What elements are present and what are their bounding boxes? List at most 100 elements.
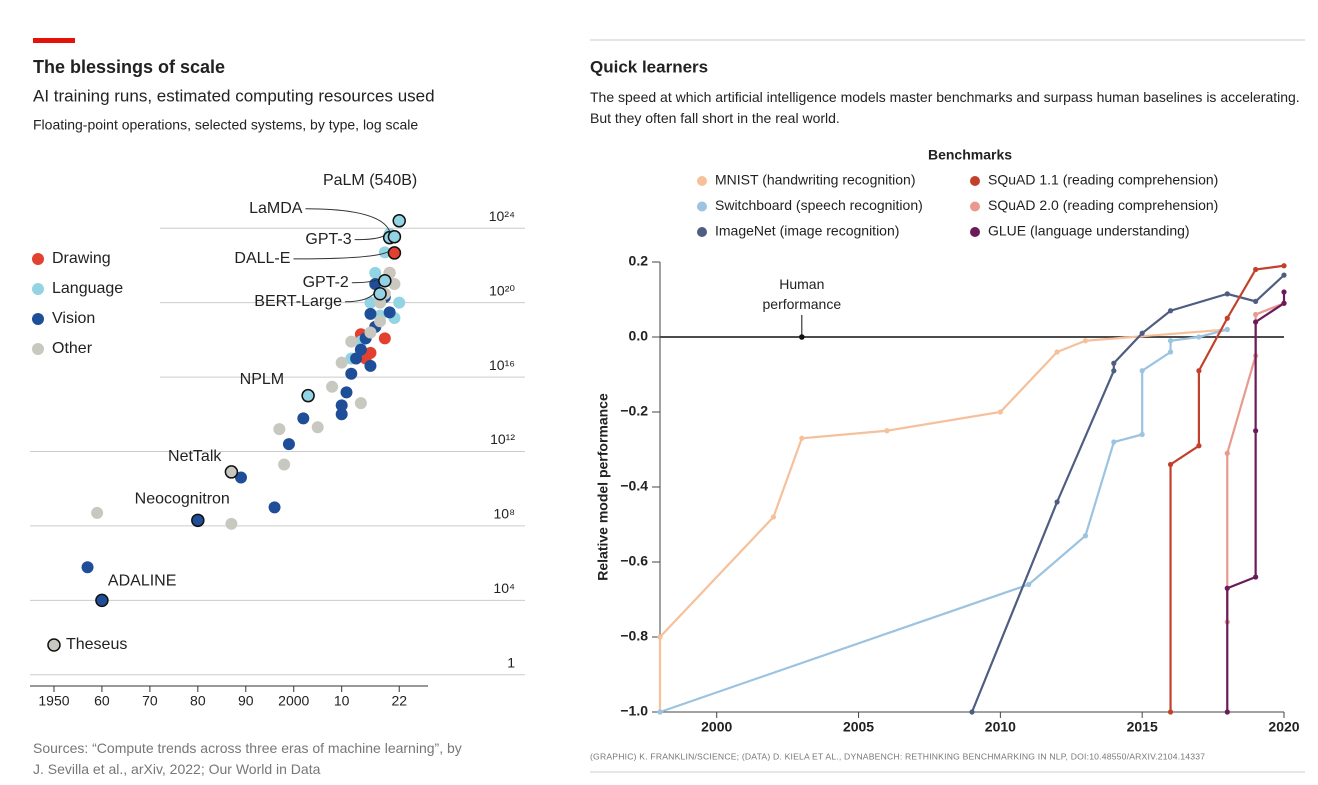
point bbox=[1224, 709, 1230, 715]
point bbox=[369, 266, 382, 279]
legend-label: GLUE (language understanding) bbox=[988, 223, 1190, 239]
point bbox=[378, 332, 391, 345]
point bbox=[1167, 709, 1174, 715]
legend-label: ImageNet (image recognition) bbox=[715, 223, 899, 239]
point bbox=[1167, 308, 1174, 314]
point bbox=[345, 335, 358, 348]
point bbox=[1082, 533, 1089, 539]
point bbox=[1253, 266, 1259, 273]
x-tick-label: 80 bbox=[190, 693, 206, 709]
point-label: PaLM (540B) bbox=[323, 172, 417, 189]
point bbox=[969, 709, 975, 715]
point bbox=[354, 343, 367, 356]
point bbox=[1196, 334, 1202, 340]
point bbox=[770, 514, 777, 520]
point bbox=[1026, 581, 1032, 588]
point bbox=[350, 352, 363, 365]
point bbox=[364, 296, 377, 309]
point-label: ADALINE bbox=[108, 573, 176, 590]
point bbox=[383, 306, 396, 319]
point bbox=[1139, 330, 1145, 336]
point bbox=[91, 506, 104, 519]
legend-label: Language bbox=[52, 280, 123, 297]
accent-bar bbox=[33, 38, 75, 43]
point bbox=[657, 634, 663, 640]
point bbox=[95, 593, 109, 608]
legend-swatch bbox=[32, 253, 44, 265]
x-tick-label: 2020 bbox=[1268, 719, 1299, 735]
point bbox=[225, 517, 238, 530]
point bbox=[378, 246, 391, 259]
legend-swatch bbox=[697, 176, 707, 186]
x-tick-label: 90 bbox=[238, 693, 254, 709]
point-label: GPT-3 bbox=[305, 231, 351, 248]
point bbox=[1167, 461, 1174, 468]
legend-swatch bbox=[32, 313, 44, 325]
legend-swatch bbox=[970, 201, 980, 212]
left-note: Floating-point operations, selected syst… bbox=[33, 117, 418, 133]
point bbox=[1253, 428, 1259, 434]
point bbox=[81, 561, 94, 574]
point bbox=[1054, 499, 1060, 505]
point bbox=[1224, 450, 1230, 456]
x-tick-label: 2000 bbox=[278, 693, 309, 709]
point-label: Neocognitron bbox=[135, 491, 230, 508]
y-tick-label: 0.0 bbox=[629, 328, 649, 344]
x-tick-label: 10 bbox=[334, 693, 350, 709]
connector bbox=[354, 234, 386, 241]
right-title: Quick learners bbox=[590, 57, 708, 76]
point bbox=[301, 388, 315, 403]
point bbox=[1281, 300, 1287, 306]
point bbox=[345, 367, 358, 380]
point bbox=[373, 287, 387, 301]
point bbox=[297, 412, 310, 425]
annotation-text: Human performance bbox=[762, 276, 842, 312]
point bbox=[335, 356, 348, 369]
point bbox=[1224, 315, 1230, 321]
subtitle-box: The speed at which artificial intelligen… bbox=[590, 89, 1300, 126]
point bbox=[884, 428, 890, 434]
point bbox=[374, 315, 387, 328]
annotation-dot bbox=[799, 334, 805, 340]
point bbox=[393, 296, 406, 309]
point-label: LaMDA bbox=[249, 200, 303, 217]
subtitle: The speed at which artificial intelligen… bbox=[590, 89, 1300, 126]
point bbox=[364, 359, 377, 372]
y-tick-label: 10²⁰ bbox=[489, 282, 515, 298]
y-tick-label: −0.4 bbox=[620, 478, 648, 494]
y-tick-label: −0.2 bbox=[620, 403, 648, 419]
source: Sources: “Compute trends across three er… bbox=[33, 740, 462, 777]
point bbox=[340, 386, 353, 399]
point bbox=[364, 326, 377, 339]
legend-swatch bbox=[32, 283, 44, 295]
point bbox=[1224, 291, 1230, 297]
legend-label: MNIST (handwriting recognition) bbox=[715, 172, 916, 188]
point bbox=[268, 501, 281, 514]
point bbox=[278, 458, 291, 471]
legend-swatch bbox=[697, 227, 707, 237]
y-tick-label: −0.8 bbox=[620, 628, 648, 644]
point bbox=[335, 408, 348, 421]
point-label: Theseus bbox=[66, 636, 127, 653]
point bbox=[387, 246, 402, 260]
legend-label: Other bbox=[52, 340, 93, 357]
point bbox=[1253, 298, 1259, 304]
legend-swatch bbox=[970, 227, 980, 237]
point-label: NPLM bbox=[240, 371, 284, 388]
legend-swatch bbox=[32, 343, 44, 355]
left-subtitle: AI training runs, estimated computing re… bbox=[33, 86, 435, 105]
legend-label: Vision bbox=[52, 310, 95, 327]
point bbox=[387, 229, 402, 244]
x-tick-label: 2010 bbox=[985, 719, 1016, 735]
x-tick-label: 2015 bbox=[1127, 719, 1158, 735]
point-label: BERT-Large bbox=[254, 293, 342, 310]
x-tick-label: 2005 bbox=[843, 719, 874, 735]
point bbox=[1111, 360, 1117, 366]
point bbox=[354, 397, 367, 410]
series-line bbox=[1226, 292, 1286, 712]
point bbox=[1167, 338, 1174, 344]
point bbox=[1111, 439, 1117, 445]
point bbox=[1111, 368, 1117, 374]
